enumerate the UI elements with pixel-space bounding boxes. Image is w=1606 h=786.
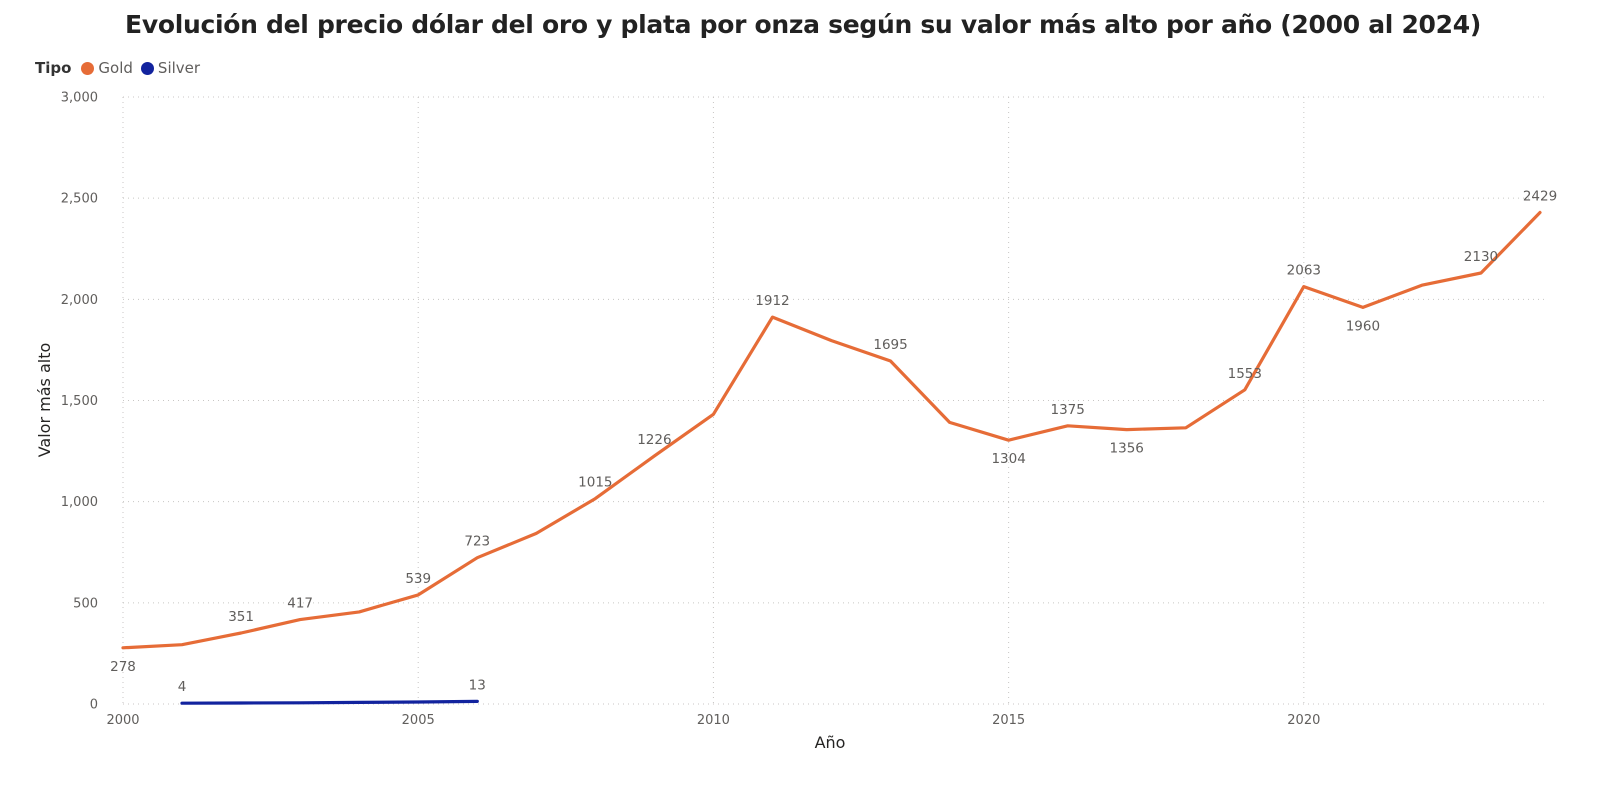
legend: Tipo Gold Silver <box>35 58 208 78</box>
y-tick-label: 1,000 <box>61 495 98 510</box>
legend-item-silver[interactable]: Silver <box>140 59 201 77</box>
x-tick-label: 2010 <box>697 713 730 728</box>
data-point-gold[interactable] <box>475 556 479 560</box>
data-label-silver: 4 <box>178 679 187 695</box>
series-line-gold[interactable] <box>121 210 1542 650</box>
data-point-gold[interactable] <box>770 315 774 319</box>
x-tick-label: 2015 <box>992 713 1025 728</box>
y-axis-title: Valor más alto <box>35 343 54 458</box>
data-label-gold: 2063 <box>1287 263 1321 279</box>
data-label-gold: 1226 <box>637 432 671 448</box>
series-line-silver[interactable] <box>180 699 479 705</box>
data-point-silver[interactable] <box>298 701 302 705</box>
data-point-silver[interactable] <box>239 701 243 705</box>
data-label-gold: 351 <box>228 609 254 625</box>
data-point-gold[interactable] <box>357 610 361 614</box>
data-point-gold[interactable] <box>652 454 656 458</box>
data-point-silver[interactable] <box>357 700 361 704</box>
data-label-gold: 1695 <box>873 337 907 353</box>
legend-title: Tipo <box>35 59 72 77</box>
data-point-gold[interactable] <box>1243 388 1247 392</box>
y-tick-label: 0 <box>90 698 98 713</box>
data-label-gold: 1304 <box>991 451 1025 467</box>
data-label-gold: 278 <box>110 659 136 675</box>
data-point-gold[interactable] <box>889 359 893 363</box>
gridlines <box>122 96 1548 705</box>
data-point-gold[interactable] <box>1538 211 1542 215</box>
data-label-silver: 13 <box>469 677 486 693</box>
y-axis: 0 500 1,000 1,500 2,000 2,500 3,000 <box>61 91 98 713</box>
data-point-gold[interactable] <box>711 412 715 416</box>
x-tick-label: 2000 <box>106 713 139 728</box>
series-lines <box>121 210 1542 705</box>
data-point-gold[interactable] <box>948 420 952 424</box>
legend-item-gold[interactable]: Gold <box>81 59 133 77</box>
data-point-gold[interactable] <box>416 593 420 597</box>
y-tick-label: 500 <box>73 596 98 611</box>
x-tick-label: 2005 <box>402 713 435 728</box>
data-point-gold[interactable] <box>1361 305 1365 309</box>
data-point-gold[interactable] <box>1066 424 1070 428</box>
data-point-gold[interactable] <box>298 618 302 622</box>
data-point-silver[interactable] <box>475 699 479 703</box>
legend-label-gold: Gold <box>98 59 133 77</box>
data-label-gold: 1015 <box>578 475 612 491</box>
x-axis: 2000 2005 2010 2015 2020 <box>106 713 1320 728</box>
x-axis-title: Año <box>815 733 846 752</box>
data-label-gold: 539 <box>405 571 431 587</box>
data-point-gold[interactable] <box>180 643 184 647</box>
data-labels: 278 351 417 539 723 1015 1226 1912 1695 1304 1375 1… <box>110 189 1557 696</box>
data-label-gold: 1960 <box>1346 318 1380 334</box>
data-point-silver[interactable] <box>416 700 420 704</box>
data-label-gold: 1356 <box>1110 441 1144 457</box>
data-label-gold: 2130 <box>1464 249 1498 265</box>
data-point-silver[interactable] <box>180 701 184 705</box>
data-point-gold[interactable] <box>534 531 538 535</box>
data-label-gold: 1375 <box>1050 402 1084 418</box>
data-point-gold[interactable] <box>1184 426 1188 430</box>
data-point-gold[interactable] <box>593 497 597 501</box>
data-point-gold[interactable] <box>1420 283 1424 287</box>
data-point-gold[interactable] <box>121 646 125 650</box>
data-point-gold[interactable] <box>1007 438 1011 442</box>
data-label-gold: 2429 <box>1523 189 1557 205</box>
data-label-gold: 417 <box>287 596 313 612</box>
y-tick-label: 2,000 <box>61 293 98 308</box>
legend-label-silver: Silver <box>157 59 201 77</box>
data-point-gold[interactable] <box>1479 271 1483 275</box>
data-point-gold[interactable] <box>1125 428 1129 432</box>
y-tick-label: 3,000 <box>61 91 98 106</box>
data-label-gold: 723 <box>464 534 490 550</box>
data-point-gold[interactable] <box>830 339 834 343</box>
data-label-gold: 1553 <box>1228 366 1262 382</box>
data-label-gold: 1912 <box>755 293 789 309</box>
x-tick-label: 2020 <box>1287 713 1320 728</box>
data-point-gold[interactable] <box>239 631 243 635</box>
legend-marker-silver <box>140 61 154 75</box>
y-tick-label: 2,500 <box>61 192 98 207</box>
legend-marker-gold <box>81 61 95 75</box>
chart-title: Evolución del precio dólar del oro y pla… <box>125 10 1481 39</box>
y-tick-label: 1,500 <box>61 394 98 409</box>
data-point-gold[interactable] <box>1302 285 1306 289</box>
